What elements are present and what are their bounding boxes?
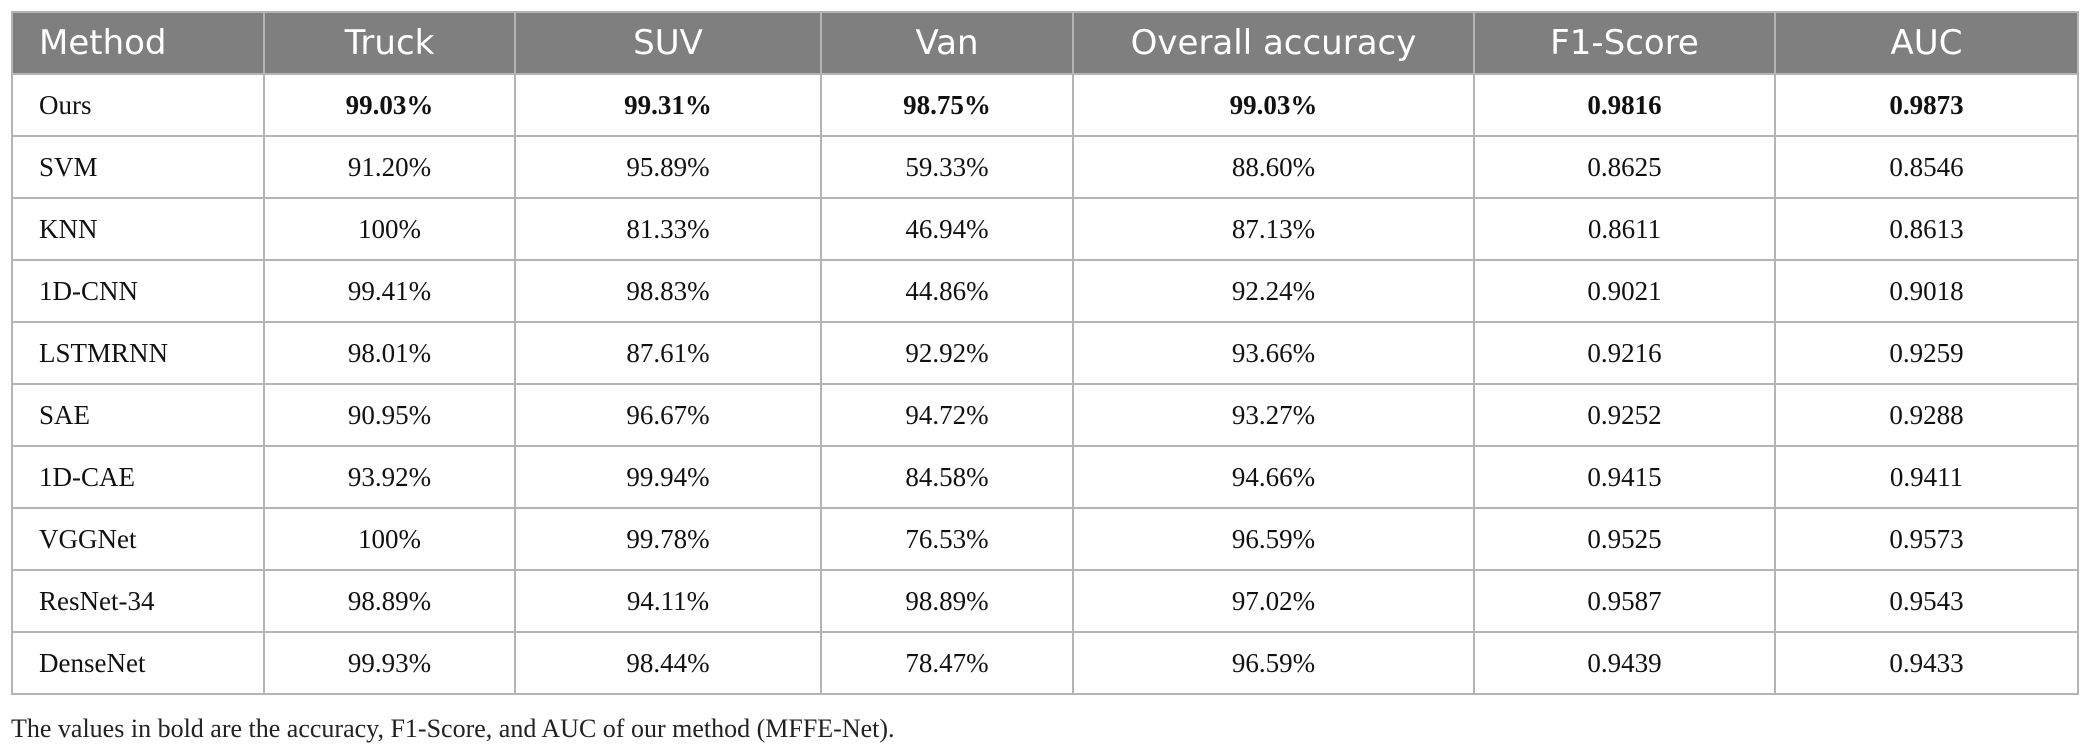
value-cell-suv: 87.61% [514, 321, 822, 385]
value-cell-suv: 95.89% [514, 135, 822, 199]
value-cell-suv: 81.33% [514, 197, 822, 261]
value-cell-f1-score: 0.9587 [1473, 569, 1776, 633]
value-cell-suv: 99.78% [514, 507, 822, 571]
value-cell-truck: 99.41% [263, 259, 516, 323]
value-cell-suv: 99.94% [514, 445, 822, 509]
value-cell-auc: 0.9873 [1774, 73, 2079, 137]
column-header-van: Van [820, 11, 1074, 75]
table-row: SVM 91.20% 95.89% 59.33% 88.60% 0.8625 0.8546 [11, 135, 2079, 199]
method-name-cell: VGGNet [11, 507, 265, 571]
table-row: 1D-CAE 93.92% 99.94% 84.58% 94.66% 0.9415 0.94… [11, 445, 2079, 509]
column-header-suv: SUV [514, 11, 822, 75]
method-name-cell: KNN [11, 197, 265, 261]
value-cell-overall-accuracy: 94.66% [1072, 445, 1475, 509]
value-cell-auc: 0.9259 [1774, 321, 2079, 385]
value-cell-auc: 0.9411 [1774, 445, 2079, 509]
column-header-auc: AUC [1774, 11, 2079, 75]
method-name-cell: LSTMRNN [11, 321, 265, 385]
value-cell-f1-score: 0.9415 [1473, 445, 1776, 509]
value-cell-f1-score: 0.9252 [1473, 383, 1776, 447]
column-header-overall-accuracy: Overall accuracy [1072, 11, 1475, 75]
value-cell-truck: 100% [263, 197, 516, 261]
column-header-truck: Truck [263, 11, 516, 75]
value-cell-van: 94.72% [820, 383, 1074, 447]
value-cell-van: 98.75% [820, 73, 1074, 137]
value-cell-f1-score: 0.9216 [1473, 321, 1776, 385]
value-cell-overall-accuracy: 93.66% [1072, 321, 1475, 385]
value-cell-van: 92.92% [820, 321, 1074, 385]
value-cell-van: 59.33% [820, 135, 1074, 199]
table-header-row: Method Truck SUV Van Overall accuracy F1-Scor… [11, 11, 2079, 75]
value-cell-truck: 99.03% [263, 73, 516, 137]
value-cell-truck: 99.93% [263, 631, 516, 695]
table-row: 1D-CNN 99.41% 98.83% 44.86% 92.24% 0.9021 0.90… [11, 259, 2079, 323]
method-name-cell: 1D-CAE [11, 445, 265, 509]
value-cell-f1-score: 0.9525 [1473, 507, 1776, 571]
table-row: KNN 100% 81.33% 46.94% 87.13% 0.8611 0.8613 [11, 197, 2079, 261]
method-name-cell: SAE [11, 383, 265, 447]
value-cell-suv: 98.83% [514, 259, 822, 323]
value-cell-truck: 93.92% [263, 445, 516, 509]
value-cell-van: 76.53% [820, 507, 1074, 571]
value-cell-truck: 98.89% [263, 569, 516, 633]
value-cell-f1-score: 0.9816 [1473, 73, 1776, 137]
table-row: ResNet-34 98.89% 94.11% 98.89% 97.02% 0.9587 0… [11, 569, 2079, 633]
value-cell-f1-score: 0.8625 [1473, 135, 1776, 199]
value-cell-auc: 0.9018 [1774, 259, 2079, 323]
table-row: VGGNet 100% 99.78% 76.53% 96.59% 0.9525 0.9573 [11, 507, 2079, 571]
table-row: SAE 90.95% 96.67% 94.72% 93.27% 0.9252 0.9288 [11, 383, 2079, 447]
value-cell-suv: 99.31% [514, 73, 822, 137]
value-cell-auc: 0.9433 [1774, 631, 2079, 695]
value-cell-overall-accuracy: 96.59% [1072, 631, 1475, 695]
value-cell-suv: 98.44% [514, 631, 822, 695]
value-cell-auc: 0.9573 [1774, 507, 2079, 571]
table-row: Ours 99.03% 99.31% 98.75% 99.03% 0.9816 0.9873 [11, 73, 2079, 137]
table-footnote: The values in bold are the accuracy, F1-… [11, 714, 895, 743]
method-name-cell: 1D-CNN [11, 259, 265, 323]
column-header-method: Method [11, 11, 265, 75]
value-cell-f1-score: 0.9439 [1473, 631, 1776, 695]
method-name-cell: ResNet-34 [11, 569, 265, 633]
value-cell-overall-accuracy: 92.24% [1072, 259, 1475, 323]
method-name-cell: Ours [11, 73, 265, 137]
results-table-container: Method Truck SUV Van Overall accuracy F1-Scor… [11, 11, 2079, 744]
value-cell-truck: 100% [263, 507, 516, 571]
method-name-cell: SVM [11, 135, 265, 199]
value-cell-truck: 98.01% [263, 321, 516, 385]
value-cell-overall-accuracy: 96.59% [1072, 507, 1475, 571]
value-cell-truck: 90.95% [263, 383, 516, 447]
table-body: Ours 99.03% 99.31% 98.75% 99.03% 0.9816 0.9873… [11, 73, 2079, 695]
value-cell-van: 46.94% [820, 197, 1074, 261]
table-row: LSTMRNN 98.01% 87.61% 92.92% 93.66% 0.9216 0.9… [11, 321, 2079, 385]
value-cell-auc: 0.8546 [1774, 135, 2079, 199]
value-cell-auc: 0.9288 [1774, 383, 2079, 447]
value-cell-overall-accuracy: 87.13% [1072, 197, 1475, 261]
value-cell-f1-score: 0.8611 [1473, 197, 1776, 261]
value-cell-overall-accuracy: 93.27% [1072, 383, 1475, 447]
value-cell-suv: 94.11% [514, 569, 822, 633]
value-cell-overall-accuracy: 99.03% [1072, 73, 1475, 137]
value-cell-van: 44.86% [820, 259, 1074, 323]
value-cell-van: 78.47% [820, 631, 1074, 695]
table-row: DenseNet 99.93% 98.44% 78.47% 96.59% 0.9439 0.… [11, 631, 2079, 695]
value-cell-overall-accuracy: 97.02% [1072, 569, 1475, 633]
value-cell-van: 98.89% [820, 569, 1074, 633]
method-name-cell: DenseNet [11, 631, 265, 695]
value-cell-suv: 96.67% [514, 383, 822, 447]
column-header-f1-score: F1-Score [1473, 11, 1776, 75]
results-table: Method Truck SUV Van Overall accuracy F1-Scor… [11, 11, 2079, 695]
value-cell-truck: 91.20% [263, 135, 516, 199]
value-cell-van: 84.58% [820, 445, 1074, 509]
value-cell-f1-score: 0.9021 [1473, 259, 1776, 323]
value-cell-auc: 0.8613 [1774, 197, 2079, 261]
value-cell-overall-accuracy: 88.60% [1072, 135, 1475, 199]
value-cell-auc: 0.9543 [1774, 569, 2079, 633]
